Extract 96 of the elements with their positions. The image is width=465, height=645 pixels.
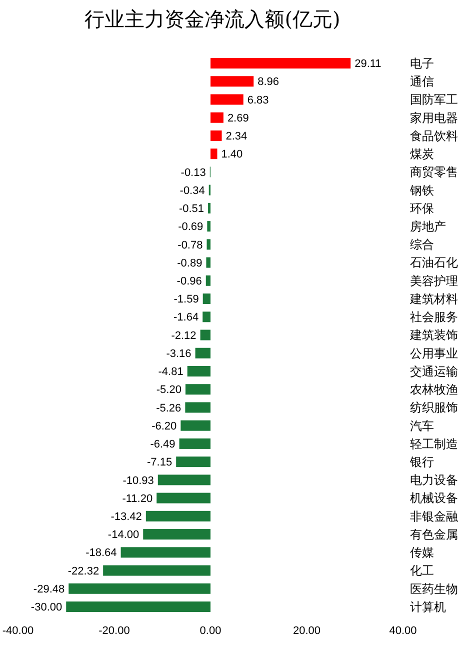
bar [120, 547, 210, 558]
bar [210, 76, 254, 87]
y-tick-label: 建筑装饰 [409, 328, 458, 342]
bar [185, 384, 210, 395]
data-label: -14.00 [108, 529, 140, 542]
y-tick-label: 非银金融 [410, 509, 458, 524]
data-label: -5.26 [156, 402, 182, 414]
x-tick-label: 40.00 [389, 625, 417, 637]
data-label: 2.69 [227, 112, 249, 124]
y-tick-label: 计算机 [410, 600, 446, 614]
data-label: -0.34 [180, 184, 205, 197]
data-label: -29.48 [33, 583, 65, 596]
data-label: -1.59 [174, 294, 199, 306]
bar [206, 275, 210, 286]
y-tick-label: 医药生物 [410, 582, 458, 596]
bar [66, 601, 210, 612]
y-tick-label: 汽车 [410, 418, 434, 433]
bar [210, 58, 351, 69]
y-tick-label: 机械设备 [410, 491, 458, 506]
bar [103, 565, 210, 576]
bar [179, 438, 210, 449]
bar [210, 130, 222, 141]
bar [202, 294, 210, 304]
bar [156, 492, 210, 504]
bar [206, 257, 210, 268]
data-label: 2.34 [226, 130, 248, 143]
bar [207, 221, 210, 232]
bar [202, 312, 210, 322]
data-label: -18.64 [86, 547, 117, 560]
y-tick-label: 银行 [409, 455, 434, 470]
y-tick-label: 国防军工 [410, 92, 458, 107]
y-tick-label: 电力设备 [410, 473, 458, 488]
x-tick-label: 0.00 [200, 625, 222, 637]
data-label: 8.96 [258, 76, 280, 88]
bar [180, 420, 210, 431]
data-label: -4.81 [158, 366, 184, 378]
data-label: -0.89 [177, 257, 202, 270]
data-label: -22.32 [68, 565, 100, 578]
data-label: -6.20 [152, 420, 177, 432]
y-tick-label: 电子 [410, 56, 434, 70]
y-tick-label: 钢铁 [409, 183, 434, 198]
data-label: -10.93 [122, 474, 154, 487]
bar [210, 112, 224, 123]
bar [143, 529, 210, 540]
data-label: -5.20 [156, 384, 182, 396]
bar [206, 239, 210, 250]
data-label: -2.12 [171, 330, 196, 342]
y-tick-label: 商贸零售 [410, 165, 458, 180]
y-tick-label: 纺织服饰 [410, 400, 458, 415]
data-label: -0.69 [178, 221, 204, 234]
data-label: -0.96 [176, 276, 202, 288]
y-tick-label: 环保 [410, 201, 434, 216]
x-tick-label: -20.00 [98, 625, 130, 637]
data-label: 1.40 [221, 148, 243, 161]
bar [176, 456, 210, 468]
y-tick-label: 农林牧渔 [410, 382, 458, 397]
bar [210, 94, 244, 105]
y-tick-label: 社会服务 [410, 310, 458, 324]
y-tick-label: 美容护理 [410, 274, 458, 288]
y-tick-label: 传媒 [410, 546, 434, 560]
y-tick-label: 综合 [410, 238, 434, 252]
data-label: 6.83 [247, 94, 269, 106]
data-label: -13.42 [110, 511, 142, 524]
y-tick-label: 家用电器 [410, 110, 458, 125]
y-tick-label: 轻工制造 [410, 436, 458, 451]
bar [68, 583, 210, 594]
y-tick-label: 食品饮料 [410, 128, 458, 143]
bar [187, 366, 210, 376]
y-tick-label: 煤炭 [410, 147, 434, 162]
bar [200, 330, 210, 340]
data-label: -0.51 [178, 203, 204, 216]
bar [185, 402, 210, 413]
y-tick-label: 交通运输 [410, 364, 458, 378]
data-label: -1.64 [174, 312, 199, 324]
y-tick-label: 房地产 [410, 220, 446, 234]
data-label: -0.78 [178, 239, 203, 252]
y-tick-label: 石油石化 [410, 256, 458, 270]
data-label: -3.16 [166, 348, 192, 360]
data-label: -30.00 [30, 602, 62, 614]
data-label: -0.13 [180, 166, 206, 179]
y-tick-label: 公用事业 [410, 346, 458, 360]
bar [210, 148, 218, 160]
chart-title: 行业主力资金净流入额(亿元) [84, 7, 340, 31]
x-tick-label: 20.00 [292, 625, 321, 637]
y-tick-label: 建筑材料 [409, 292, 458, 306]
y-tick-label: 通信 [410, 74, 434, 89]
data-label: 29.11 [354, 58, 382, 70]
data-label: -11.20 [122, 492, 153, 505]
bar [146, 510, 210, 522]
data-label: -6.49 [150, 438, 176, 451]
y-tick-label: 有色金属 [410, 527, 458, 542]
data-label: -7.15 [147, 456, 172, 469]
x-tick-label: -40.00 [2, 625, 34, 637]
bar [195, 348, 210, 358]
bar [158, 474, 210, 486]
y-tick-label: 化工 [410, 564, 434, 578]
